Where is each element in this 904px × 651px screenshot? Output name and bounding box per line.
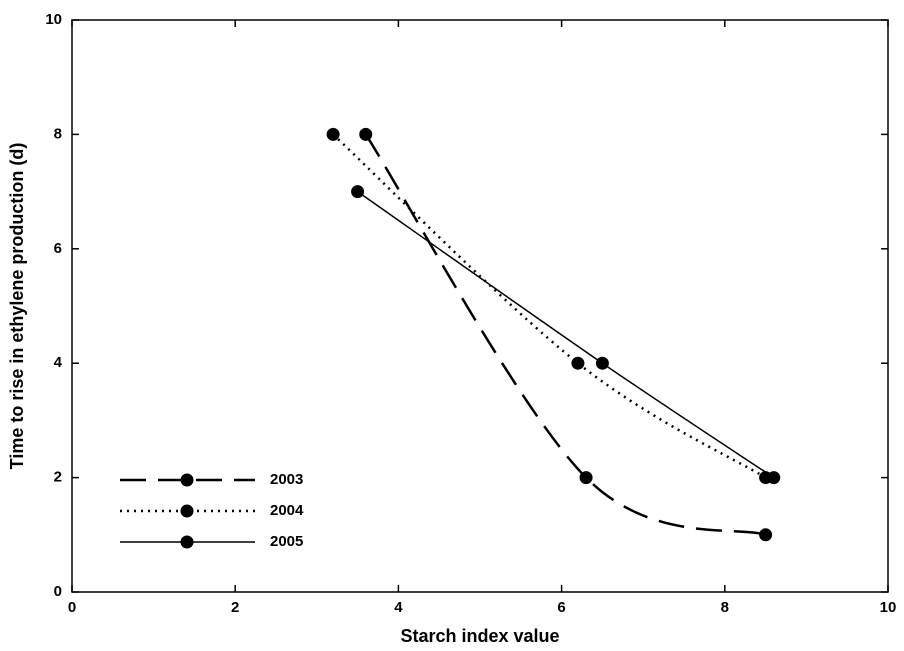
y-axis-title: Time to rise in ethylene production (d) <box>7 143 27 470</box>
point <box>351 185 365 199</box>
point <box>571 356 585 370</box>
legend-label: 2005 <box>270 533 303 550</box>
x-tick-label: 2 <box>231 599 239 616</box>
x-tick-label: 0 <box>68 599 76 616</box>
legend-label: 2003 <box>270 471 303 488</box>
series-line <box>364 133 766 536</box>
point <box>759 528 773 542</box>
y-tick-label: 10 <box>45 11 62 28</box>
point <box>595 356 609 370</box>
point <box>579 471 593 485</box>
x-axis-title: Starch index value <box>400 626 559 646</box>
series-line <box>357 190 775 479</box>
x-tick-label: 8 <box>721 599 729 616</box>
point <box>767 471 781 485</box>
plot-frame <box>71 19 889 593</box>
legend-marker <box>180 535 194 549</box>
legend-label: 2004 <box>270 502 304 519</box>
point <box>326 127 340 141</box>
legend-marker <box>180 504 194 518</box>
y-tick-label: 0 <box>54 583 62 600</box>
legend-marker <box>180 473 194 487</box>
series-line <box>332 133 767 479</box>
y-tick-label: 8 <box>54 125 62 142</box>
y-tick-label: 2 <box>54 469 62 486</box>
y-tick-label: 6 <box>54 240 62 257</box>
x-tick-label: 6 <box>557 599 565 616</box>
point <box>359 127 373 141</box>
x-tick-label: 4 <box>394 599 403 616</box>
x-tick-label: 10 <box>880 599 897 616</box>
y-tick-label: 4 <box>54 354 63 371</box>
